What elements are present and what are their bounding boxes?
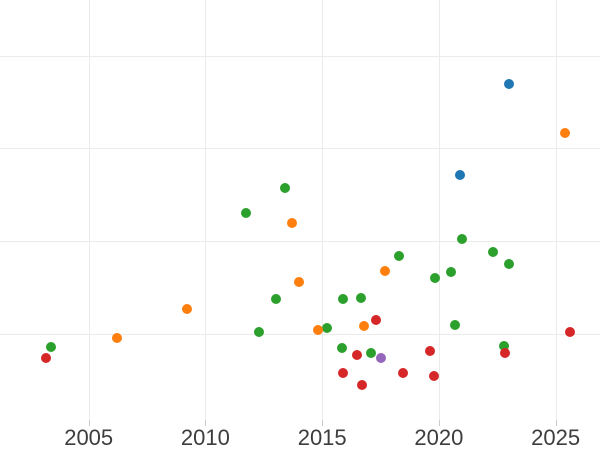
y-gridline: [0, 55, 600, 57]
data-point-green: [394, 250, 405, 261]
data-point-orange: [380, 265, 391, 276]
data-point-red: [424, 346, 435, 357]
data-point-orange: [293, 276, 304, 287]
data-point-green: [338, 293, 349, 304]
data-point-red: [564, 326, 575, 337]
data-point-green: [450, 319, 461, 330]
data-point-red: [500, 348, 511, 359]
data-point-orange: [560, 127, 570, 138]
data-point-orange: [286, 218, 297, 229]
data-point-green: [430, 273, 441, 284]
data-point-green: [487, 247, 498, 258]
data-point-orange: [111, 332, 122, 343]
y-gridline: [0, 333, 600, 335]
data-point-green: [503, 259, 514, 270]
x-tick-mark: [555, 420, 557, 426]
data-point-orange: [359, 321, 370, 332]
x-tick-mark: [438, 420, 440, 426]
x-tick-label: 2010: [180, 425, 230, 450]
data-point-green: [321, 323, 332, 334]
x-tick-label: 2020: [414, 425, 464, 450]
data-point-green: [270, 293, 281, 304]
x-tick-label: 2025: [531, 425, 581, 450]
data-point-green: [46, 341, 57, 352]
data-point-red: [338, 367, 349, 378]
data-point-green: [366, 348, 377, 359]
data-point-green: [337, 342, 347, 353]
data-point-blue: [454, 170, 465, 181]
y-gridline: [0, 148, 600, 150]
data-point-red: [397, 367, 408, 378]
data-point-red: [429, 370, 440, 381]
data-point-red: [352, 350, 363, 361]
x-tick-label: 2015: [297, 425, 347, 450]
data-point-orange: [312, 325, 323, 336]
data-point-green: [445, 266, 456, 277]
x-gridline: [88, 0, 90, 420]
data-point-green: [279, 183, 290, 194]
data-point-orange: [181, 303, 192, 314]
data-point-green: [457, 234, 468, 245]
x-gridline: [438, 0, 440, 420]
data-point-blue: [503, 79, 514, 90]
data-point-green: [499, 340, 510, 351]
data-point-red: [40, 352, 51, 363]
data-point-red: [356, 379, 367, 390]
data-point-green: [355, 292, 366, 303]
plot-area: [0, 0, 600, 420]
x-gridline: [205, 0, 207, 420]
data-point-green: [241, 208, 252, 219]
y-gridline: [0, 241, 600, 243]
data-point-purple: [375, 352, 386, 363]
x-gridline: [322, 0, 324, 420]
x-tick-mark: [88, 420, 90, 426]
x-tick-label: 2005: [64, 425, 114, 450]
x-gridline: [555, 0, 557, 420]
x-tick-mark: [322, 420, 324, 426]
data-point-red: [370, 314, 381, 325]
data-point-green: [254, 326, 265, 337]
x-tick-mark: [205, 420, 207, 426]
